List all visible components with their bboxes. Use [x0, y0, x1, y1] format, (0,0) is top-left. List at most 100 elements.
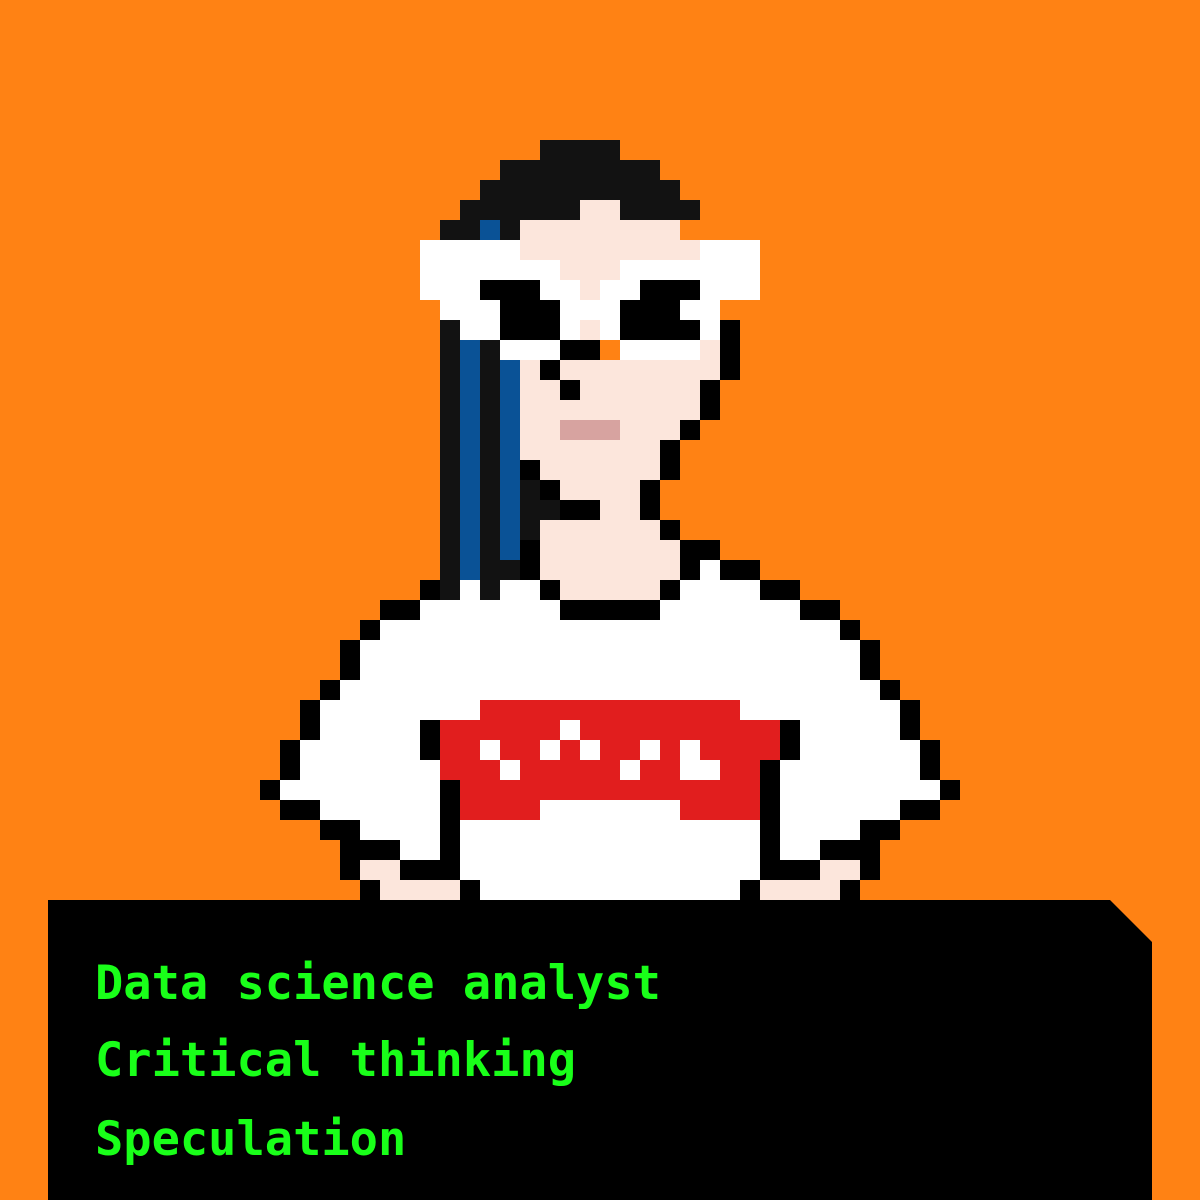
- pixel-lens: [620, 320, 700, 340]
- pixel-outline: [340, 840, 360, 860]
- pixel-hair: [500, 160, 660, 180]
- pixel-hair-highlight: [500, 520, 520, 540]
- pixel-logo-dot: [560, 720, 580, 740]
- pixel-hair: [440, 360, 460, 380]
- pixel-outline: [280, 760, 300, 780]
- pixel-outline: [720, 560, 760, 580]
- pixel-outline: [400, 860, 460, 880]
- pixel-hair: [520, 520, 540, 540]
- pixel-hair-highlight: [460, 340, 480, 360]
- pixel-shirt: [320, 720, 420, 740]
- pixel-skin: [580, 380, 700, 400]
- pixel-outline: [800, 600, 840, 620]
- pixel-shirt: [460, 820, 760, 840]
- pixel-outline: [320, 820, 360, 840]
- pixel-hand: [380, 880, 460, 900]
- pixel-hair: [480, 420, 500, 440]
- pixel-shirt: [660, 600, 800, 620]
- pixel-outline: [700, 380, 720, 400]
- caption-line-role: Data science analyst: [95, 956, 661, 1011]
- pixel-outline: [860, 660, 880, 680]
- pixel-shirt: [420, 600, 560, 620]
- pixel-outline: [420, 740, 440, 760]
- pixel-outline: [300, 720, 320, 740]
- pixel-skin: [560, 580, 660, 600]
- pixel-outline: [760, 780, 780, 800]
- pixel-hair: [500, 220, 520, 240]
- pixel-outline: [280, 740, 300, 760]
- pixel-outline: [440, 820, 460, 840]
- pixel-glasses: [560, 320, 580, 340]
- pixel-glasses: [600, 320, 620, 340]
- pixel-skin: [520, 440, 660, 460]
- caption-line-skill: Critical thinking: [95, 1033, 577, 1088]
- pixel-outline: [660, 520, 680, 540]
- pixel-hair: [440, 540, 460, 560]
- pixel-shirt-logo: [460, 800, 540, 820]
- pixel-glasses: [500, 340, 560, 360]
- pixel-hair-highlight: [460, 500, 480, 520]
- pixel-hair-highlight: [500, 380, 520, 400]
- pixel-shirt: [360, 660, 860, 680]
- pixel-hair-highlight: [460, 380, 480, 400]
- pixel-hair: [480, 180, 680, 200]
- pixel-shirt: [780, 800, 900, 820]
- pixel-shirt: [400, 840, 440, 860]
- pixel-outline: [420, 580, 440, 600]
- pixel-shirt: [340, 680, 880, 700]
- pixel-outline: [840, 620, 860, 640]
- pixel-hair: [520, 500, 560, 520]
- pixel-skin: [520, 220, 680, 240]
- pixel-mouth: [560, 420, 620, 440]
- pixel-outline: [540, 580, 560, 600]
- pixel-hair-highlight: [500, 360, 520, 380]
- pixel-outline: [440, 800, 460, 820]
- caption-panel: Data science analyst Critical thinking S…: [48, 900, 1152, 1200]
- pixel-outline: [360, 840, 400, 860]
- pixel-hair-highlight: [460, 460, 480, 480]
- pixel-logo-dot: [540, 740, 560, 760]
- pixel-logo-dot: [580, 740, 600, 760]
- pixel-hair: [440, 380, 460, 400]
- pixel-outline: [920, 760, 940, 780]
- pixel-shirt: [280, 780, 440, 800]
- pixel-hair: [440, 560, 460, 580]
- pixel-shirt-logo: [480, 700, 740, 720]
- pixel-shirt: [780, 840, 820, 860]
- pixel-shirt: [380, 620, 840, 640]
- pixel-shirt-logo: [680, 800, 760, 820]
- pixel-collar: [560, 600, 660, 620]
- pixel-outline: [760, 840, 780, 860]
- pixel-skin: [520, 420, 560, 440]
- pixel-skin: [540, 520, 660, 540]
- pixel-glasses: [560, 300, 620, 320]
- pixel-outline: [860, 860, 880, 880]
- pixel-outline: [440, 780, 460, 800]
- pixel-outline: [760, 860, 820, 880]
- pixel-skin: [600, 500, 640, 520]
- pixel-hair: [440, 220, 480, 240]
- pixel-shirt: [460, 860, 760, 880]
- pixel-skin: [520, 240, 700, 260]
- pixel-outline: [720, 360, 740, 380]
- pixel-hair: [440, 440, 460, 460]
- pixel-outline: [380, 600, 420, 620]
- pixel-outline: [340, 660, 360, 680]
- pixel-shirt: [300, 760, 440, 780]
- pixel-shirt-logo: [580, 720, 780, 740]
- pixel-outline: [780, 740, 800, 760]
- pixel-shirt: [700, 560, 720, 580]
- pixel-hair: [480, 520, 500, 540]
- pixel-hair: [440, 320, 460, 340]
- pixel-glasses: [420, 280, 480, 300]
- pixel-glasses: [460, 320, 500, 340]
- pixel-hand: [760, 880, 840, 900]
- pixel-lens: [500, 300, 560, 320]
- pixel-logo-dot: [680, 760, 720, 780]
- pixel-outline: [320, 680, 340, 700]
- pixel-outline: [760, 820, 780, 840]
- pixel-shirt-logo: [460, 780, 760, 800]
- pixel-outline: [660, 460, 680, 480]
- pixel-glasses: [420, 260, 560, 280]
